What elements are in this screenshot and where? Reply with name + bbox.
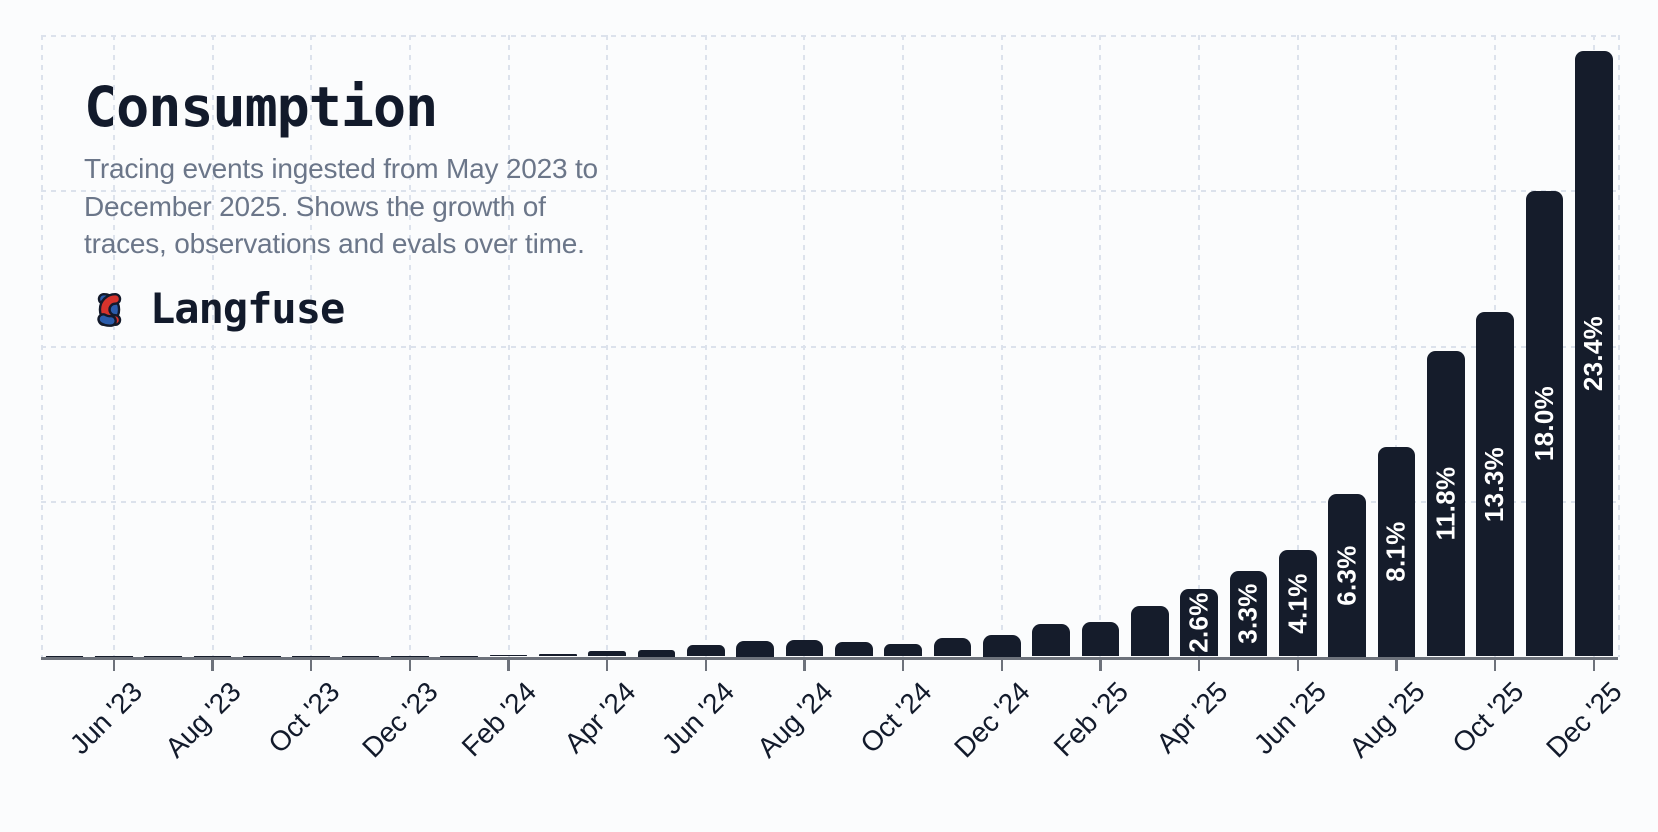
subtitle-line-1: Tracing events ingested from May 2023 to: [84, 153, 598, 184]
subtitle-line-2: December 2025. Shows the growth of: [84, 190, 546, 222]
v-gridline: [408, 34, 411, 657]
bar-aug-24: [785, 640, 824, 657]
bar-value-label: 13.3%: [1479, 446, 1510, 523]
bar-jul-24: [736, 641, 774, 657]
bar-dec-23: [391, 655, 429, 657]
x-axis-tick-label: Jun '25: [1247, 676, 1332, 761]
chart-title: Consumption: [84, 75, 438, 139]
bar-mar-25: [1131, 606, 1169, 657]
bar-oct-25: 13.3%: [1476, 312, 1514, 657]
x-axis-tick-label: Apr '24: [557, 676, 642, 760]
bar-jul-25: 6.3%: [1328, 493, 1366, 657]
x-axis-tick-label: Dec '25: [1540, 676, 1628, 764]
bar-nov-25: 18.0%: [1525, 190, 1564, 657]
plot-border-right: [1617, 34, 1620, 657]
x-axis-tick: [1296, 659, 1299, 671]
bar-aug-25: 8.1%: [1377, 447, 1416, 657]
x-axis-tick-label: Aug '23: [158, 676, 247, 764]
bar-apr-24: [588, 651, 626, 657]
x-axis-tick: [1099, 659, 1102, 671]
bar-value-label: 4.1%: [1282, 573, 1313, 634]
v-gridline: [211, 34, 214, 657]
x-axis-tick-label: Aug '25: [1342, 676, 1431, 764]
v-gridline: [1198, 34, 1201, 657]
x-axis-tick-label: Dec '24: [948, 676, 1036, 764]
v-gridline: [803, 34, 806, 657]
brand-row: Langfuse: [86, 284, 345, 333]
x-axis-tick: [901, 659, 905, 671]
x-axis-tick-label: Apr '25: [1149, 676, 1234, 760]
v-gridline: [1000, 34, 1003, 657]
bar-nov-24: [933, 637, 972, 657]
x-axis-tick: [704, 659, 707, 671]
bar-value-label: 8.1%: [1380, 521, 1411, 582]
x-axis-tick: [408, 659, 412, 671]
bar-value-label: 23.4%: [1578, 316, 1609, 392]
x-axis-tick-label: Oct '25: [1445, 676, 1530, 760]
x-axis-tick-label: Feb '25: [1047, 676, 1135, 763]
x-axis-tick-label: Oct '24: [853, 676, 938, 760]
bar-may-25: 3.3%: [1229, 571, 1268, 657]
bar-nov-23: [341, 655, 380, 657]
bar-value-label: 2.6%: [1183, 592, 1214, 654]
x-axis-tick: [605, 659, 609, 671]
x-axis-tick: [803, 659, 806, 671]
bar-mar-24: [539, 654, 577, 657]
x-axis-tick-label: Aug '24: [750, 676, 839, 764]
v-gridline: [1099, 34, 1102, 657]
plot-border-top: [41, 34, 1618, 37]
v-gridline: [1296, 34, 1299, 657]
bar-sep-24: [835, 641, 873, 657]
bar-value-label: 6.3%: [1331, 544, 1362, 606]
x-axis-tick: [1395, 659, 1398, 671]
bar-value-label: 11.8%: [1430, 466, 1461, 541]
bar-value-label: 18.0%: [1528, 386, 1559, 462]
bar-feb-24: [489, 655, 528, 657]
x-axis-tick: [1493, 659, 1497, 671]
bar-jan-25: [1032, 623, 1070, 657]
v-gridline: [112, 34, 115, 657]
bar-oct-23: [292, 656, 330, 657]
langfuse-logo-icon: [86, 287, 133, 331]
v-gridline: [902, 34, 905, 657]
h-gridline: [41, 345, 1618, 348]
h-gridline: [41, 190, 1618, 192]
bar-dec-25: 23.4%: [1575, 51, 1613, 657]
x-axis-tick: [507, 659, 510, 671]
v-gridline: [606, 34, 609, 657]
x-axis-tick-label: Feb '24: [456, 676, 543, 763]
bar-jun-24: [687, 644, 725, 657]
bar-value-label: 3.3%: [1232, 583, 1263, 645]
x-axis-tick-label: Jun '23: [63, 676, 148, 761]
bar-feb-25: [1081, 622, 1120, 657]
x-axis-tick: [211, 659, 214, 671]
v-gridline: [704, 34, 707, 657]
x-axis-tick: [1000, 659, 1003, 671]
bar-dec-24: [983, 634, 1021, 657]
subtitle-line-3: traces, observations and evals over time…: [84, 228, 585, 259]
bar-jun-25: 4.1%: [1279, 550, 1317, 657]
x-axis-tick-label: Jun '24: [655, 676, 740, 761]
x-axis-tick: [1592, 659, 1595, 671]
x-axis-tick-label: Oct '23: [262, 676, 346, 760]
v-gridline: [507, 34, 510, 657]
bar-jan-24: [440, 655, 478, 657]
x-axis-tick: [309, 659, 313, 671]
bar-oct-24: [884, 644, 922, 657]
bar-sep-25: 11.8%: [1427, 351, 1465, 657]
h-gridline: [41, 501, 1618, 503]
brand-name: Langfuse: [150, 284, 345, 333]
v-gridline: [310, 34, 313, 657]
x-axis-tick: [112, 659, 116, 671]
x-axis-tick: [1197, 659, 1201, 671]
x-axis-line: [41, 656, 1618, 660]
chart-subtitle: Tracing events ingested from May 2023 to…: [84, 150, 644, 263]
bar-apr-25: 2.6%: [1180, 589, 1218, 657]
x-axis-tick-label: Dec '23: [356, 676, 444, 764]
bar-may-24: [637, 650, 676, 657]
v-gridline: [1395, 34, 1398, 657]
